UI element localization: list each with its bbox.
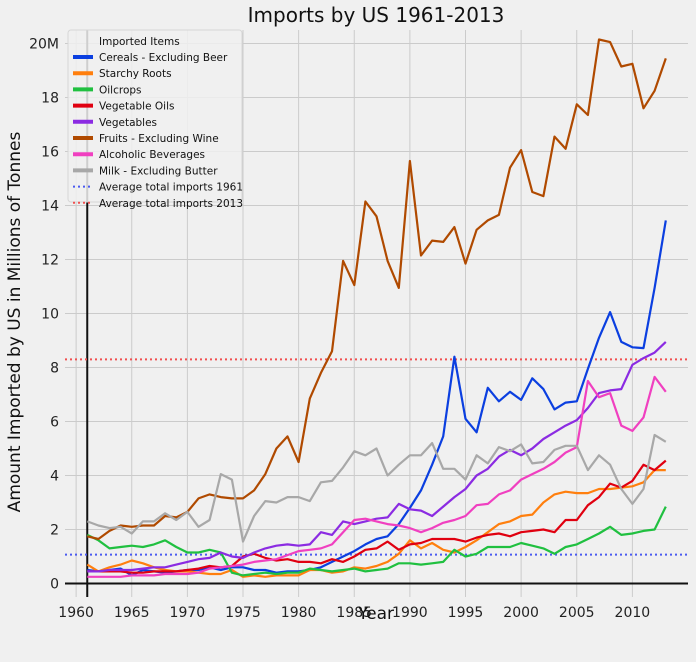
legend-label: Milk - Excluding Butter	[99, 165, 218, 177]
y-tick-label: 12	[41, 253, 59, 269]
y-tick-label: 2	[50, 523, 59, 539]
x-tick-label: 1965	[114, 605, 150, 621]
y-tick-label: 10	[41, 307, 59, 323]
legend-label: Vegetables	[99, 117, 157, 129]
x-tick-label: 1990	[392, 605, 428, 621]
series-line	[87, 375, 667, 578]
y-tick-label: 0	[50, 577, 59, 593]
x-tick-label: 2000	[503, 605, 539, 621]
legend-title: Imported Items	[99, 36, 180, 48]
legend-label: Average total imports 1961	[99, 182, 243, 194]
legend-label: Starchy Roots	[99, 68, 172, 80]
legend-label: Average total imports 2013	[99, 198, 243, 210]
y-axis-title: Amount Imported by US in Millions of Ton…	[5, 132, 25, 513]
y-tick-label: 20M	[29, 37, 59, 53]
x-tick-label: 2005	[559, 605, 595, 621]
y-tick-label: 6	[50, 415, 59, 431]
legend: Imported Items Cereals - Excluding Beer S…	[67, 29, 243, 210]
series-line	[87, 459, 667, 574]
x-axis-title: Year	[357, 604, 394, 624]
legend-box	[67, 29, 243, 203]
y-tick-label: 16	[41, 145, 59, 161]
chart-title: Imports by US 1961-2013	[248, 3, 505, 27]
series-line	[86, 433, 667, 543]
series-line	[87, 341, 667, 573]
x-tick-label: 2010	[615, 605, 651, 621]
tick-labels: 1960 1965 1970 1975 1980 1985 1990 1995 2000 2005…	[29, 37, 650, 622]
series-line	[86, 506, 667, 577]
x-tick-label: 1980	[281, 605, 317, 621]
x-tick-label: 1960	[58, 605, 94, 621]
x-tick-label: 1985	[336, 605, 372, 621]
legend-label: Vegetable Oils	[99, 101, 174, 113]
legend-label: Fruits - Excluding Wine	[99, 133, 219, 145]
y-tick-label: 14	[41, 199, 59, 215]
x-tick-label: 1995	[448, 605, 484, 621]
series-lines	[86, 38, 667, 578]
legend-label: Alcoholic Beverages	[99, 149, 205, 161]
x-tick-label: 1975	[225, 605, 261, 621]
y-tick-label: 18	[41, 91, 59, 107]
legend-label: Cereals - Excluding Beer	[99, 52, 228, 64]
y-tick-label: 8	[50, 361, 59, 377]
legend-label: Oilcrops	[99, 84, 142, 96]
y-tick-label: 4	[50, 469, 59, 485]
x-tick-label: 1970	[170, 605, 206, 621]
reference-lines	[65, 358, 688, 556]
